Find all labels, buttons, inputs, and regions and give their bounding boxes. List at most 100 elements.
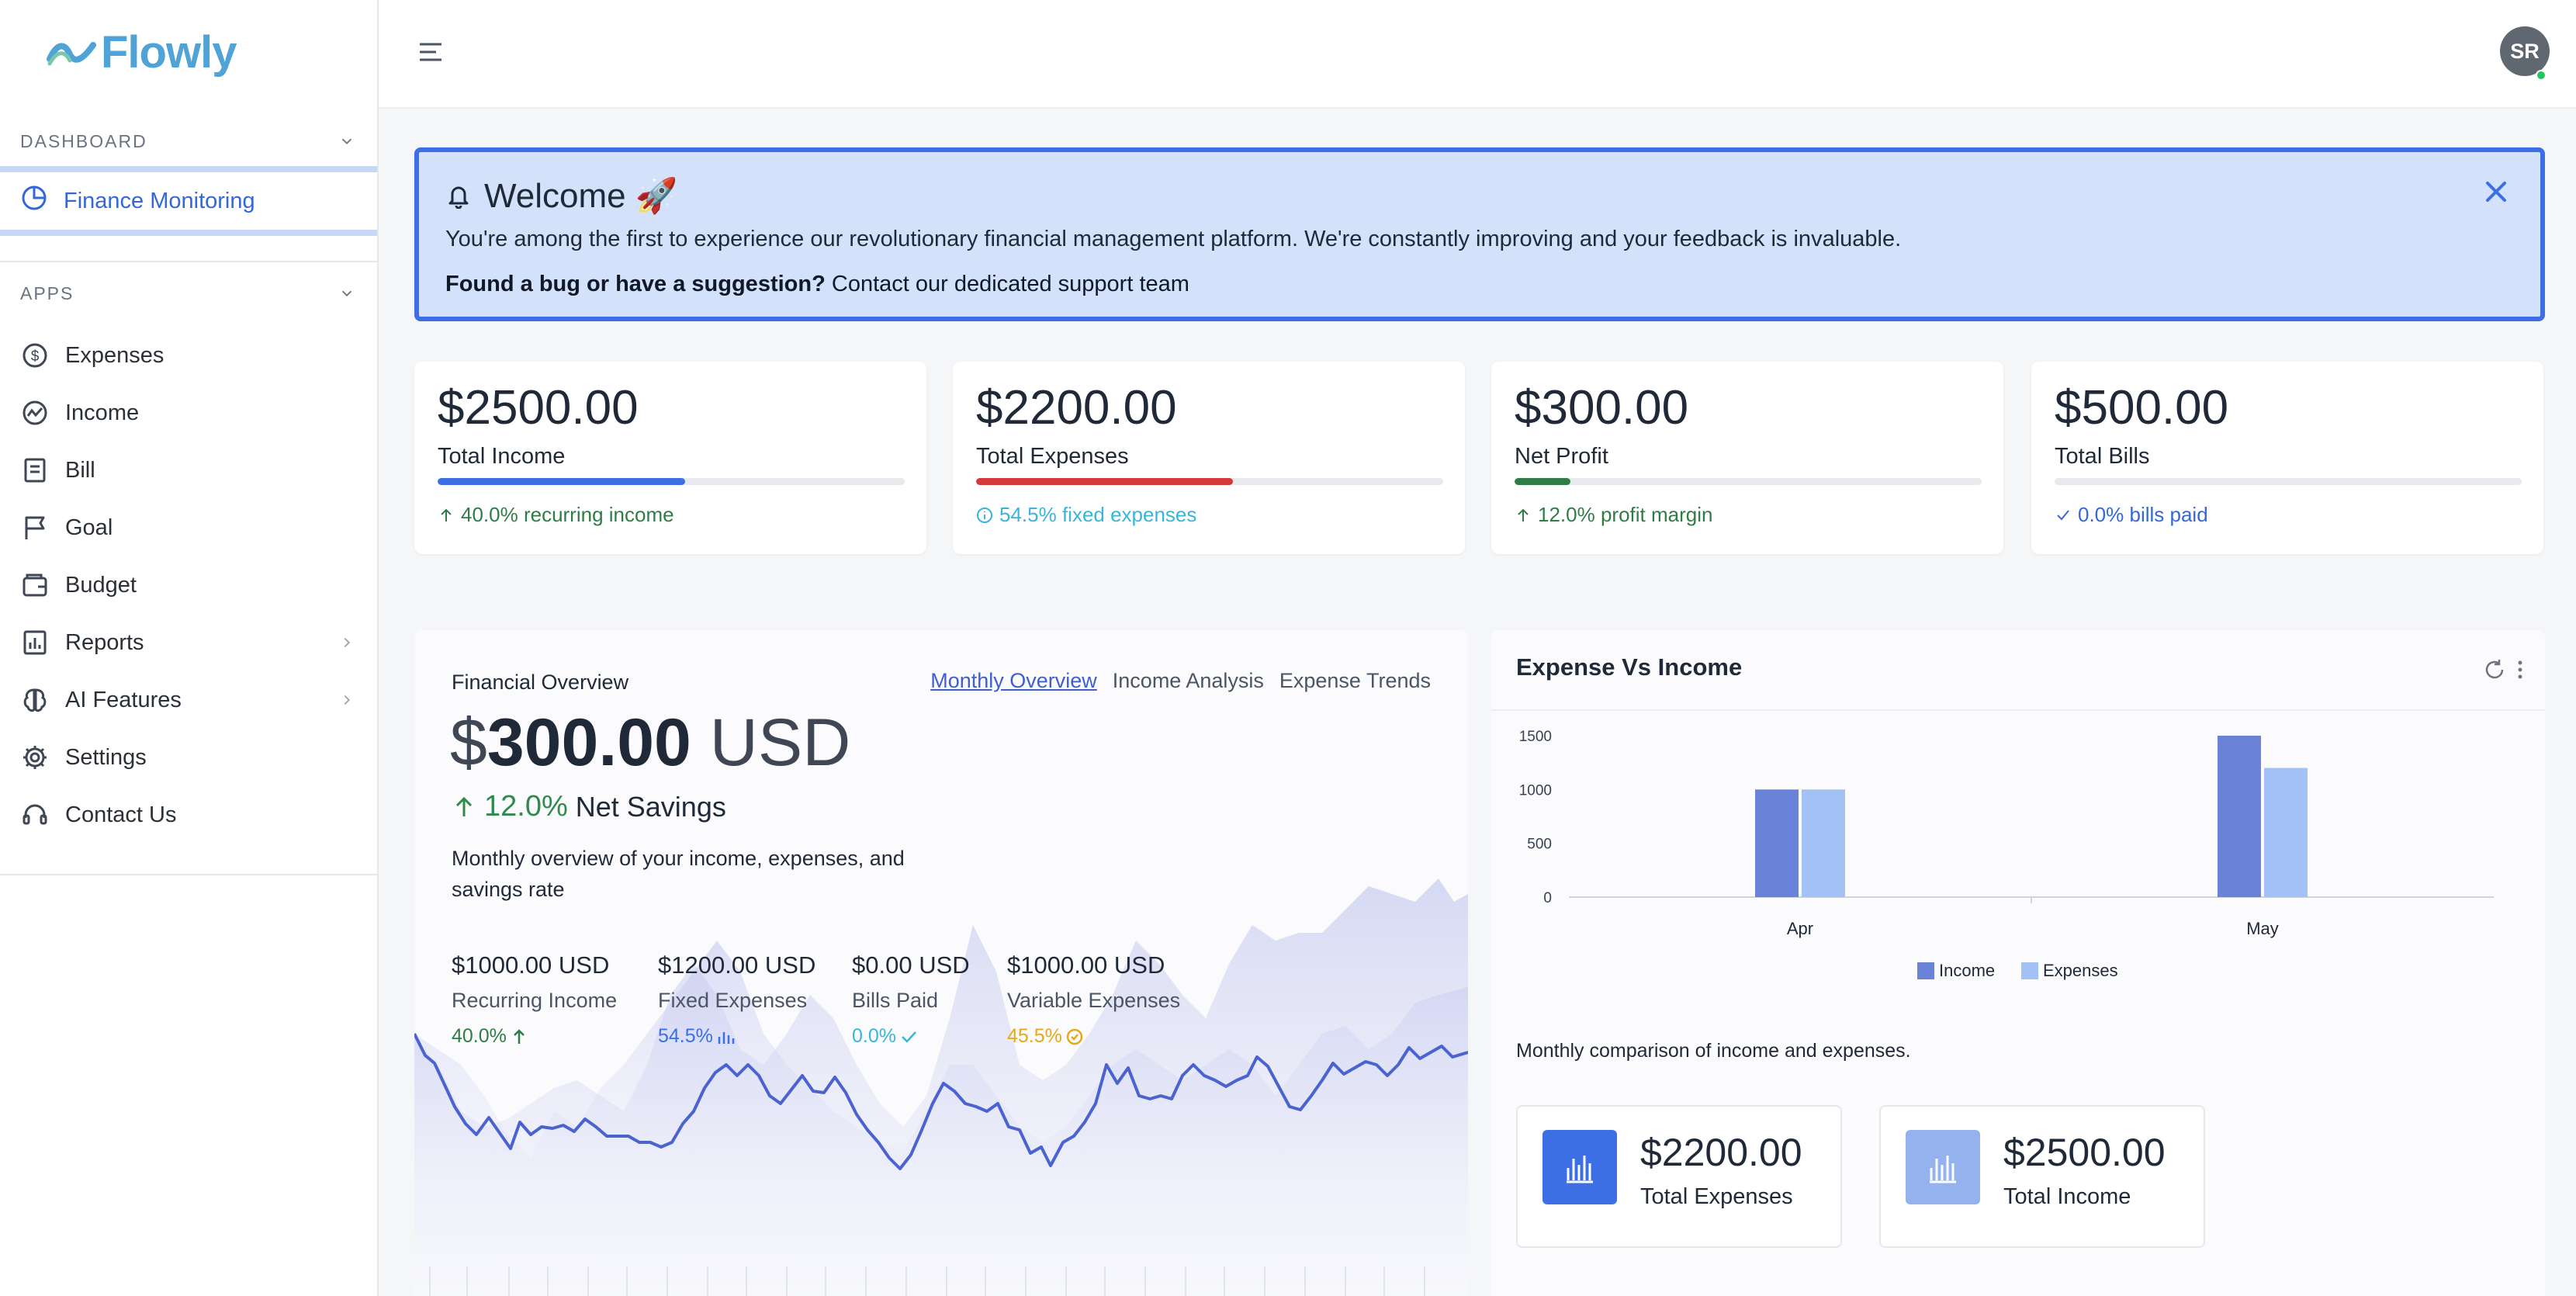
user-avatar[interactable]: SR (2500, 26, 2550, 76)
expense-vs-income-card: Expense Vs Income 0 500 1000 1500 Apr May Inco… (1491, 630, 2545, 1296)
welcome-banner: Welcome 🚀 You're among the first to expe… (414, 147, 2545, 321)
info-circle-icon (977, 507, 992, 523)
stat-note-text: 54.5% fixed expenses (999, 503, 1197, 526)
chevron-right-icon (344, 695, 351, 705)
net-savings-amount: $300.00 USD (450, 705, 850, 781)
metric-value: $1000.00 USD (1007, 951, 1165, 979)
currency-symbol: $ (450, 705, 487, 780)
stat-label: Total Expenses (976, 444, 1129, 469)
sidebar-divider (0, 874, 377, 875)
sidebar-item-contact-us[interactable]: Contact Us (20, 793, 355, 837)
trend-circle-icon (20, 398, 50, 428)
sidebar-item-budget[interactable]: Budget (20, 563, 355, 607)
headset-icon (20, 800, 50, 830)
stat-progress-fill (1515, 478, 1571, 485)
legend-swatch (1917, 962, 1934, 979)
tab-monthly-overview[interactable]: Monthly Overview (930, 669, 1097, 692)
stat-note-text: 12.0% profit margin (1538, 503, 1713, 526)
mini-value: $2200.00 (1640, 1131, 1802, 1174)
y-tick-label: 1000 (1519, 782, 1552, 799)
arrow-up-icon (514, 1028, 525, 1044)
bar-chart-icon (718, 1031, 735, 1044)
sidebar-item-goal[interactable]: Goal (20, 506, 355, 549)
metric-percent-text: 40.0% (452, 1025, 507, 1047)
contact-support-link[interactable]: Contact our dedicated support team (831, 272, 1189, 296)
stat-progress-track (438, 478, 905, 485)
stat-progress-track (976, 478, 1443, 485)
mini-value: $2500.00 (2003, 1131, 2166, 1174)
bar-chart-icon (1930, 1156, 1956, 1183)
change-label: Net Savings (575, 790, 726, 823)
menu-toggle-icon[interactable] (417, 39, 444, 65)
metric-bills-paid: $0.00 USD Bills Paid 0.0% (852, 951, 970, 1048)
financial-overview-card: Financial Overview Monthly Overview Inco… (414, 630, 1468, 1296)
sidebar-item-expenses[interactable]: $ Expenses (20, 334, 355, 377)
svg-text:$: $ (31, 348, 40, 365)
sidebar-item-label: Bill (65, 457, 95, 483)
stat-note: 12.0% profit margin (1515, 503, 1712, 527)
sidebar-item-label: Budget (65, 572, 137, 598)
bell-icon (448, 186, 469, 209)
mini-icon-box (1906, 1130, 1980, 1204)
sidebar-item-ai-features[interactable]: AI Features (20, 678, 355, 722)
stat-progress-track (2055, 478, 2522, 485)
metric-value: $1000.00 USD (452, 951, 610, 979)
stat-note: 0.0% bills paid (2055, 503, 2208, 527)
metric-label: Bills Paid (852, 989, 939, 1012)
overview-tabs: Monthly Overview Income Analysis Expense… (930, 669, 1431, 693)
stat-value: $300.00 (1515, 381, 1689, 435)
brain-icon (20, 685, 50, 715)
metric-percent: 54.5% (658, 1025, 815, 1048)
stat-card-net-profit: $300.00 Net Profit 12.0% profit margin (1491, 362, 2003, 554)
arrow-up-icon (441, 508, 452, 522)
tab-expense-trends[interactable]: Expense Trends (1279, 669, 1431, 692)
flag-icon (20, 513, 50, 542)
total-expenses-card: $2200.00 Total Expenses (1516, 1105, 1842, 1248)
stat-note: 40.0% recurring income (438, 503, 674, 527)
check-circle-icon (1066, 1028, 1083, 1045)
sidebar-item-reports[interactable]: Reports (20, 621, 355, 664)
stat-value: $2200.00 (976, 381, 1177, 435)
chevron-down-icon (341, 290, 352, 297)
stat-value: $500.00 (2055, 381, 2229, 435)
legend-swatch (2021, 962, 2038, 979)
check-icon (2057, 509, 2069, 520)
overview-background-chart (414, 878, 1468, 1296)
refresh-icon[interactable] (2483, 658, 2506, 681)
banner-cta: Found a bug or have a suggestion? Contac… (445, 272, 1189, 297)
stat-progress-fill (976, 478, 1234, 485)
arrow-up-icon (455, 796, 473, 816)
more-vertical-icon[interactable] (2514, 658, 2526, 681)
sidebar-item-label: Reports (65, 629, 144, 655)
stat-label: Net Profit (1515, 444, 1608, 469)
banner-cta-question: Found a bug or have a suggestion? (445, 272, 826, 296)
sidebar-item-income[interactable]: Income (20, 391, 355, 435)
metric-percent-text: 54.5% (658, 1025, 713, 1047)
sidebar-item-finance-monitoring[interactable]: Finance Monitoring (0, 166, 377, 236)
close-icon[interactable] (2483, 178, 2509, 205)
wallet-icon (20, 570, 50, 600)
x-tick-label: Apr (1787, 919, 1813, 938)
mini-label: Total Expenses (1640, 1184, 1793, 1209)
sidebar-item-bill[interactable]: Bill (20, 449, 355, 492)
dashboard-section-toggle[interactable]: DASHBOARD (20, 126, 355, 157)
overview-x-ticks (429, 1267, 1425, 1296)
apps-heading: APPS (20, 282, 74, 303)
apps-section-toggle[interactable]: APPS (20, 278, 355, 309)
metric-label: Recurring Income (452, 989, 618, 1012)
sidebar-divider (0, 261, 377, 262)
bar-chart-icon (1567, 1156, 1593, 1183)
overview-line-series (414, 1033, 1468, 1170)
sidebar-item-label: Expenses (65, 342, 164, 368)
arrow-up-icon (1518, 508, 1529, 522)
app-logo[interactable]: Flowly (47, 26, 237, 78)
sidebar: Flowly DASHBOARD Finance Monitoring APPS… (0, 0, 379, 1296)
stat-note: 54.5% fixed expenses (976, 503, 1196, 527)
legend-label: Expenses (2043, 961, 2118, 980)
metric-recurring-income: $1000.00 USD Recurring Income 40.0% (452, 951, 617, 1048)
gear-icon (20, 743, 50, 772)
sidebar-item-settings[interactable]: Settings (20, 736, 355, 779)
metric-label: Variable Expenses (1007, 989, 1181, 1012)
stat-card-total-bills: $500.00 Total Bills 0.0% bills paid (2031, 362, 2543, 554)
tab-income-analysis[interactable]: Income Analysis (1112, 669, 1264, 692)
